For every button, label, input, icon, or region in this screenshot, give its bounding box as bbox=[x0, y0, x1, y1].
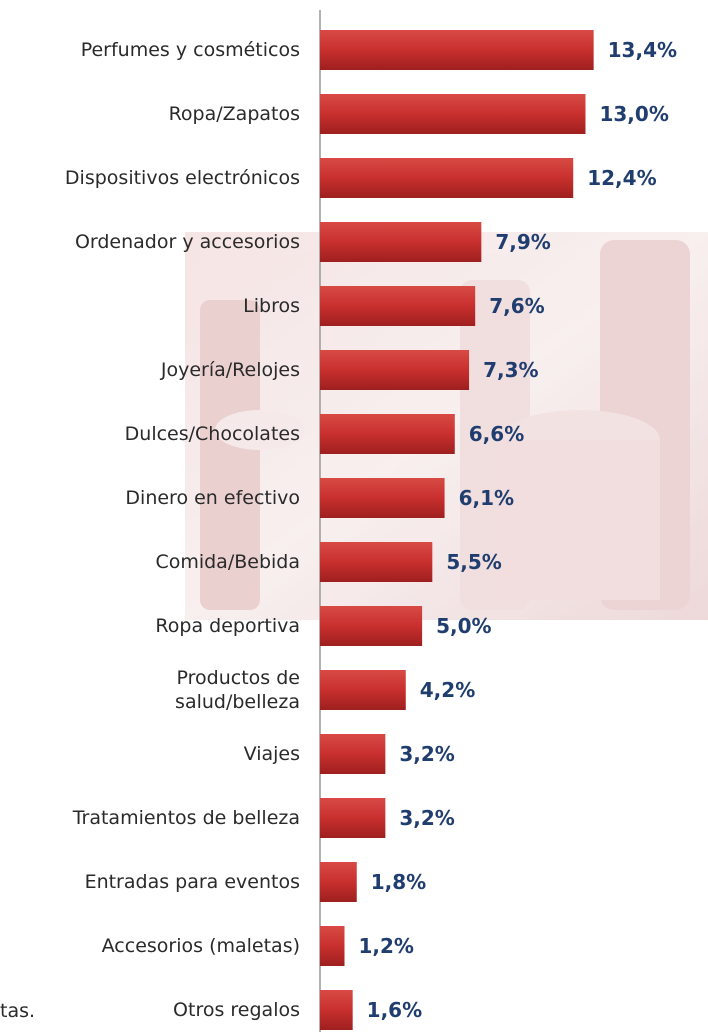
category-label: Comida/Bebida bbox=[155, 551, 300, 573]
value-label: 13,4% bbox=[607, 38, 678, 62]
bar bbox=[320, 158, 574, 198]
category-label: Ropa/Zapatos bbox=[168, 103, 300, 125]
value-label: 5,5% bbox=[446, 550, 502, 574]
value-label: 1,8% bbox=[370, 870, 427, 894]
bar bbox=[320, 542, 433, 582]
bar bbox=[320, 926, 345, 966]
value-label: 5,0% bbox=[436, 614, 492, 638]
category-label: Perfumes y cosméticos bbox=[80, 39, 300, 61]
category-label: Joyería/Relojes bbox=[160, 359, 300, 381]
value-label: 1,2% bbox=[358, 934, 414, 958]
value-label: 3,2% bbox=[399, 742, 455, 766]
category-label: Dispositivos electrónicos bbox=[64, 167, 300, 189]
value-label: 3,2% bbox=[399, 806, 455, 830]
value-label: 4,2% bbox=[419, 678, 476, 702]
value-label: 6,1% bbox=[458, 486, 515, 510]
bar bbox=[320, 734, 386, 774]
category-label: Productos de salud/belleza bbox=[175, 667, 300, 713]
category-label: Tratamientos de belleza bbox=[72, 807, 300, 829]
value-label: 7,6% bbox=[489, 294, 545, 318]
bar bbox=[320, 350, 470, 390]
value-label: 6,6% bbox=[468, 422, 525, 446]
value-label: 7,9% bbox=[495, 230, 551, 254]
category-label: Ropa deportiva bbox=[155, 615, 300, 637]
value-label: 1,6% bbox=[366, 998, 423, 1022]
category-label: Libros bbox=[243, 295, 300, 317]
bar bbox=[320, 670, 406, 710]
bar bbox=[320, 30, 594, 70]
bar bbox=[320, 990, 353, 1030]
bar bbox=[320, 478, 445, 518]
category-label: Dulces/Chocolates bbox=[124, 423, 300, 445]
value-label: 7,3% bbox=[483, 358, 539, 382]
bar bbox=[320, 862, 357, 902]
category-label: Otros regalos bbox=[173, 999, 300, 1021]
value-label: 13,0% bbox=[599, 102, 669, 126]
category-label: Ordenador y accesorios bbox=[74, 231, 300, 253]
bar bbox=[320, 414, 455, 454]
bar bbox=[320, 286, 476, 326]
category-label: Viajes bbox=[243, 743, 300, 765]
bar bbox=[320, 606, 423, 646]
category-label: Dinero en efectivo bbox=[125, 487, 300, 509]
note: tas. bbox=[0, 1000, 36, 1022]
bar bbox=[320, 94, 586, 134]
bar bbox=[320, 222, 482, 262]
category-label: Entradas para eventos bbox=[84, 871, 300, 893]
category-label: Accesorios (maletas) bbox=[101, 935, 300, 957]
value-label: 12,4% bbox=[587, 166, 657, 190]
bar bbox=[320, 798, 386, 838]
